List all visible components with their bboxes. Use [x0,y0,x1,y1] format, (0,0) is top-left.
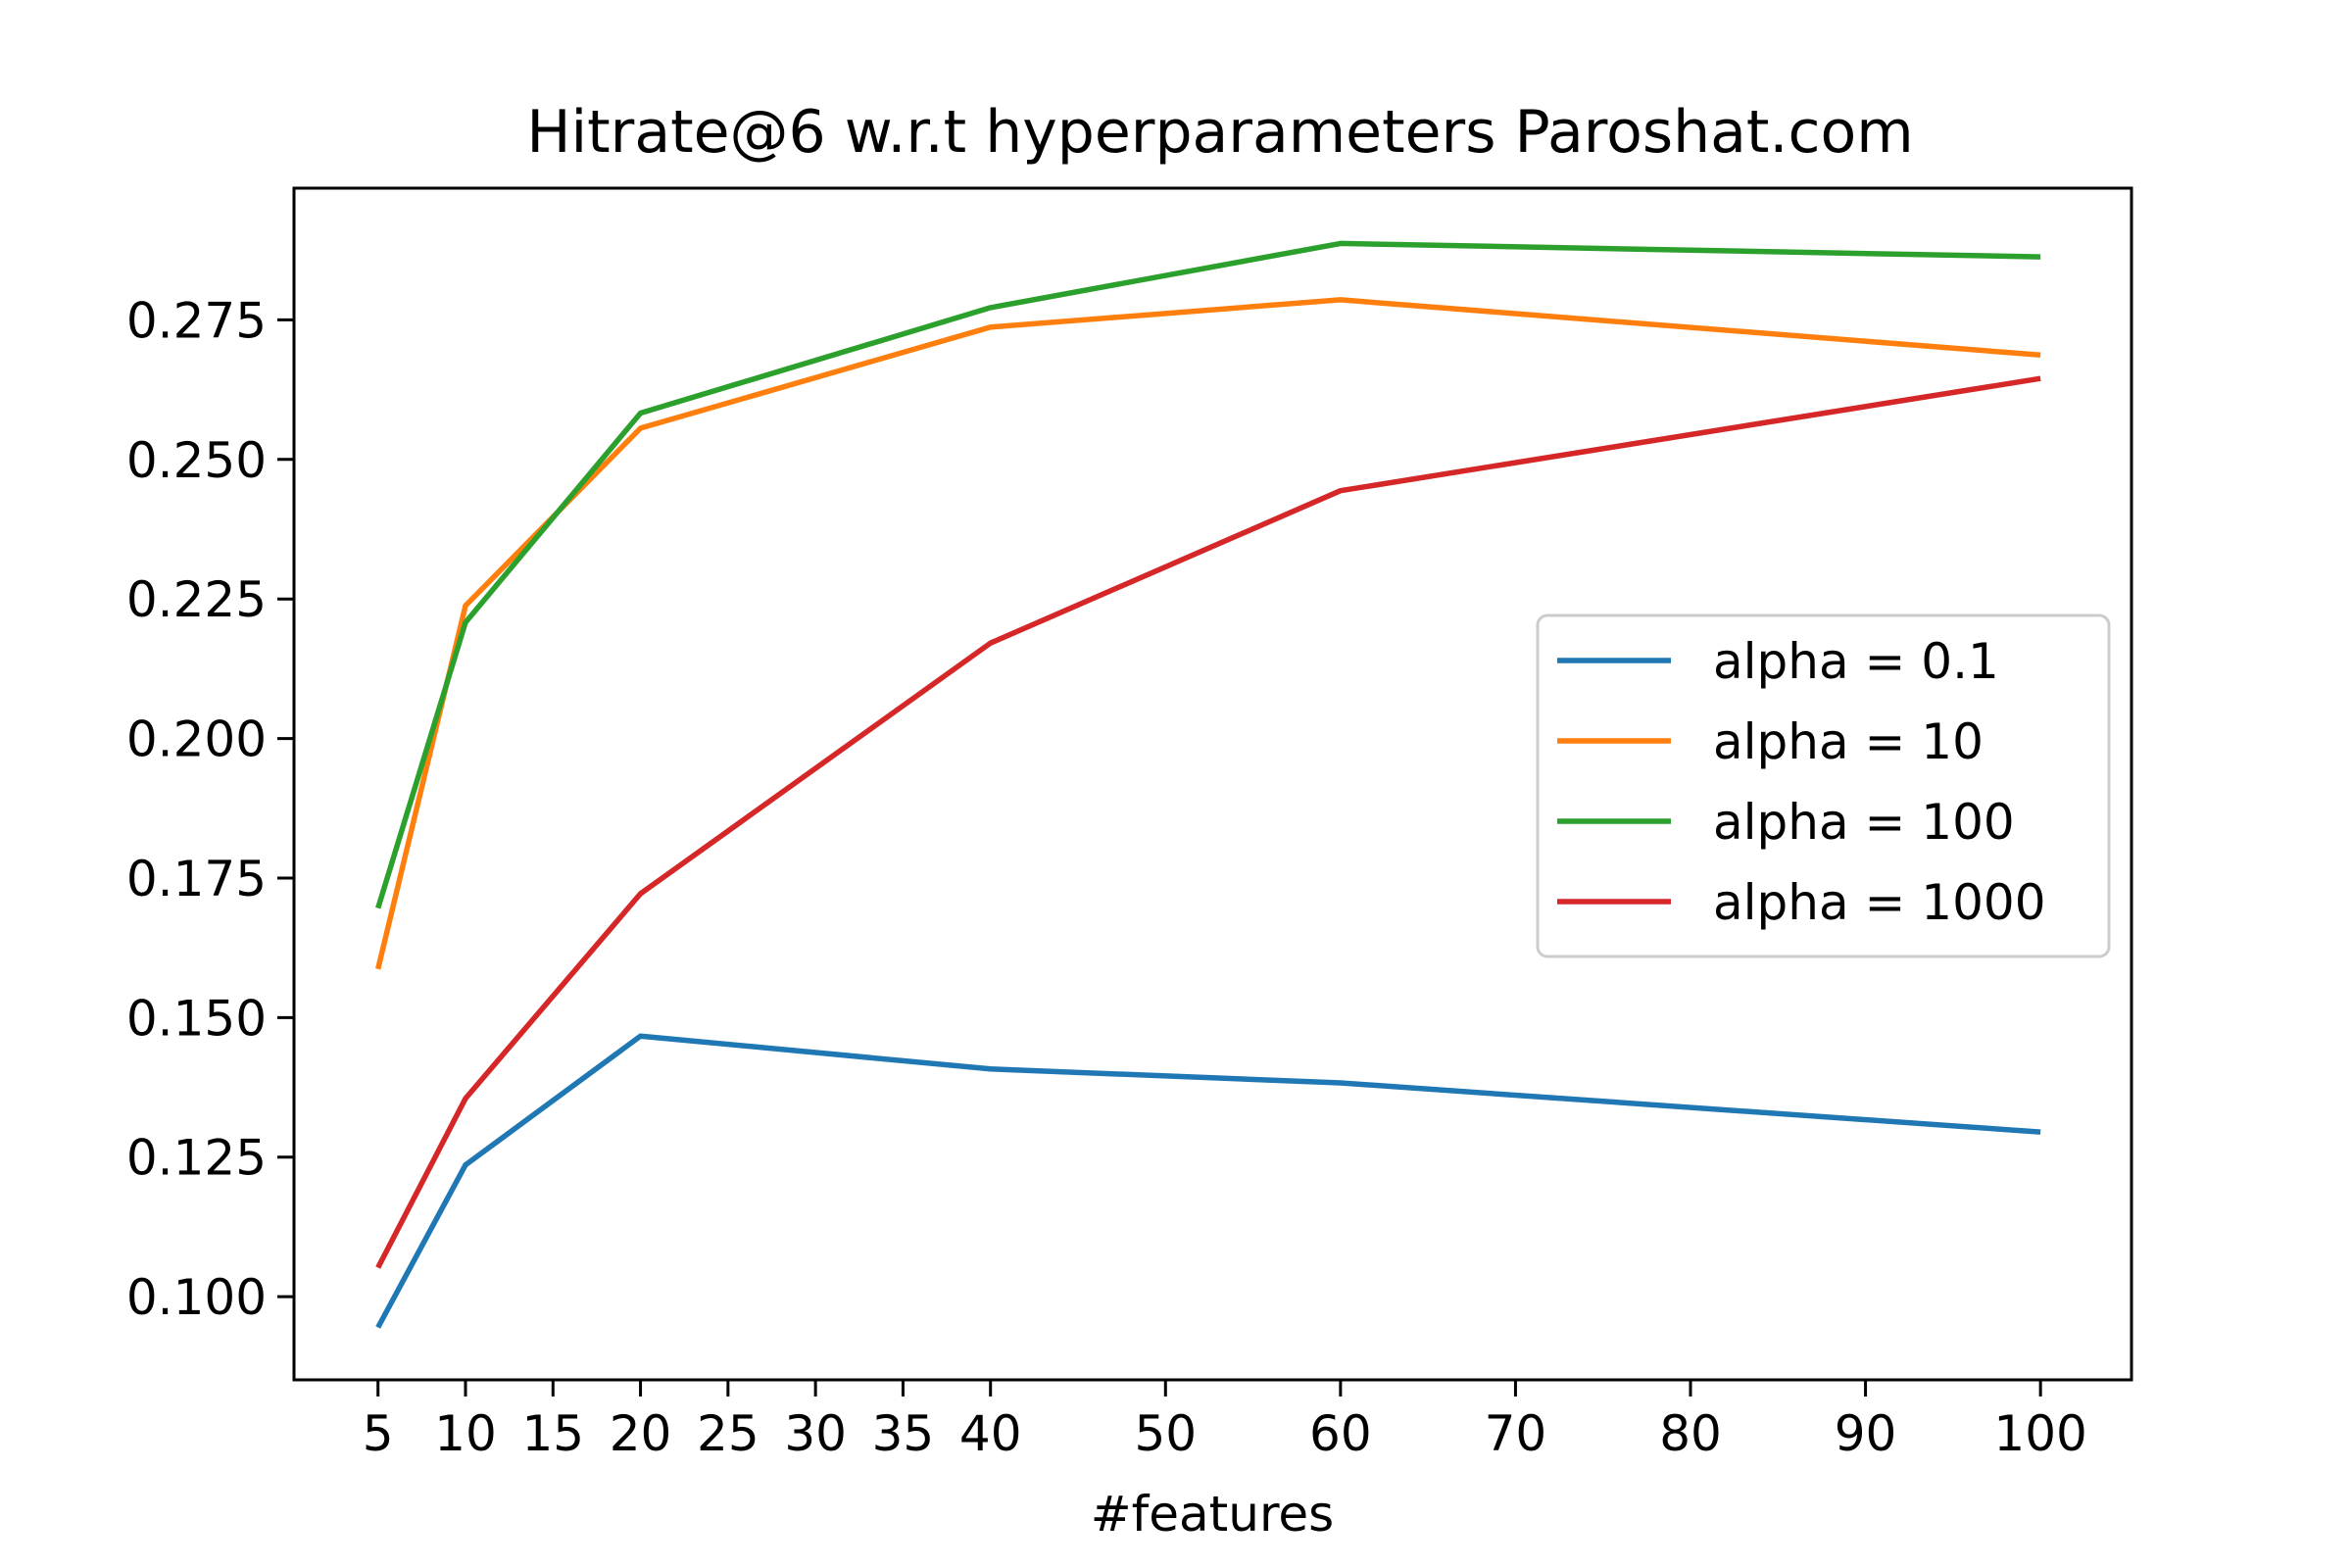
y-tick-label: 0.125 [126,1130,267,1187]
x-tick-label: 15 [521,1405,584,1462]
x-axis: 5 10 15 20 25 30 35 40 50 60 70 80 90 100 [363,1380,2087,1462]
x-tick-label: 35 [872,1405,935,1462]
x-tick-label: 80 [1659,1405,1722,1462]
legend-label: alpha = 100 [1713,794,2015,851]
y-tick-label: 0.100 [126,1269,267,1326]
plot-frame [292,186,2133,1382]
x-tick-label: 90 [1835,1405,1897,1462]
legend-box [1536,613,2111,958]
legend-label: alpha = 10 [1713,713,1984,770]
y-tick-label: 0.275 [126,292,267,349]
series-line-3 [375,240,2041,909]
series-layer [375,240,2041,1329]
x-tick-label: 10 [434,1405,497,1462]
x-tick-label: 5 [363,1405,394,1462]
legend-label: alpha = 1000 [1713,874,2046,931]
chart-title: Hitrate@6 w.r.t hyperparameters Paroshat… [526,98,1913,167]
x-tick-label: 100 [1993,1405,2086,1462]
y-tick-label: 0.175 [126,851,267,907]
y-tick-label: 0.225 [126,571,267,628]
legend: alpha = 0.1 alpha = 10 alpha = 100 alpha = … [1536,613,2111,958]
x-tick-label: 50 [1134,1405,1197,1462]
x-tick-label: 25 [697,1405,760,1462]
series-line-4 [375,375,2041,1269]
x-tick-label: 70 [1485,1405,1547,1462]
y-tick-label: 0.250 [126,432,267,489]
x-tick-label: 20 [610,1405,672,1462]
x-axis-label: #features [1091,1486,1334,1543]
y-axis: 0.100 0.125 0.150 0.175 0.200 0.225 0.250 0.275 [126,292,294,1326]
y-tick-label: 0.200 [126,711,267,768]
x-tick-label: 30 [784,1405,847,1462]
x-tick-label: 40 [959,1405,1022,1462]
x-tick-label: 60 [1309,1405,1372,1462]
legend-label: alpha = 0.1 [1713,633,1999,690]
series-line-1 [375,1033,2041,1329]
y-tick-label: 0.150 [126,990,267,1047]
